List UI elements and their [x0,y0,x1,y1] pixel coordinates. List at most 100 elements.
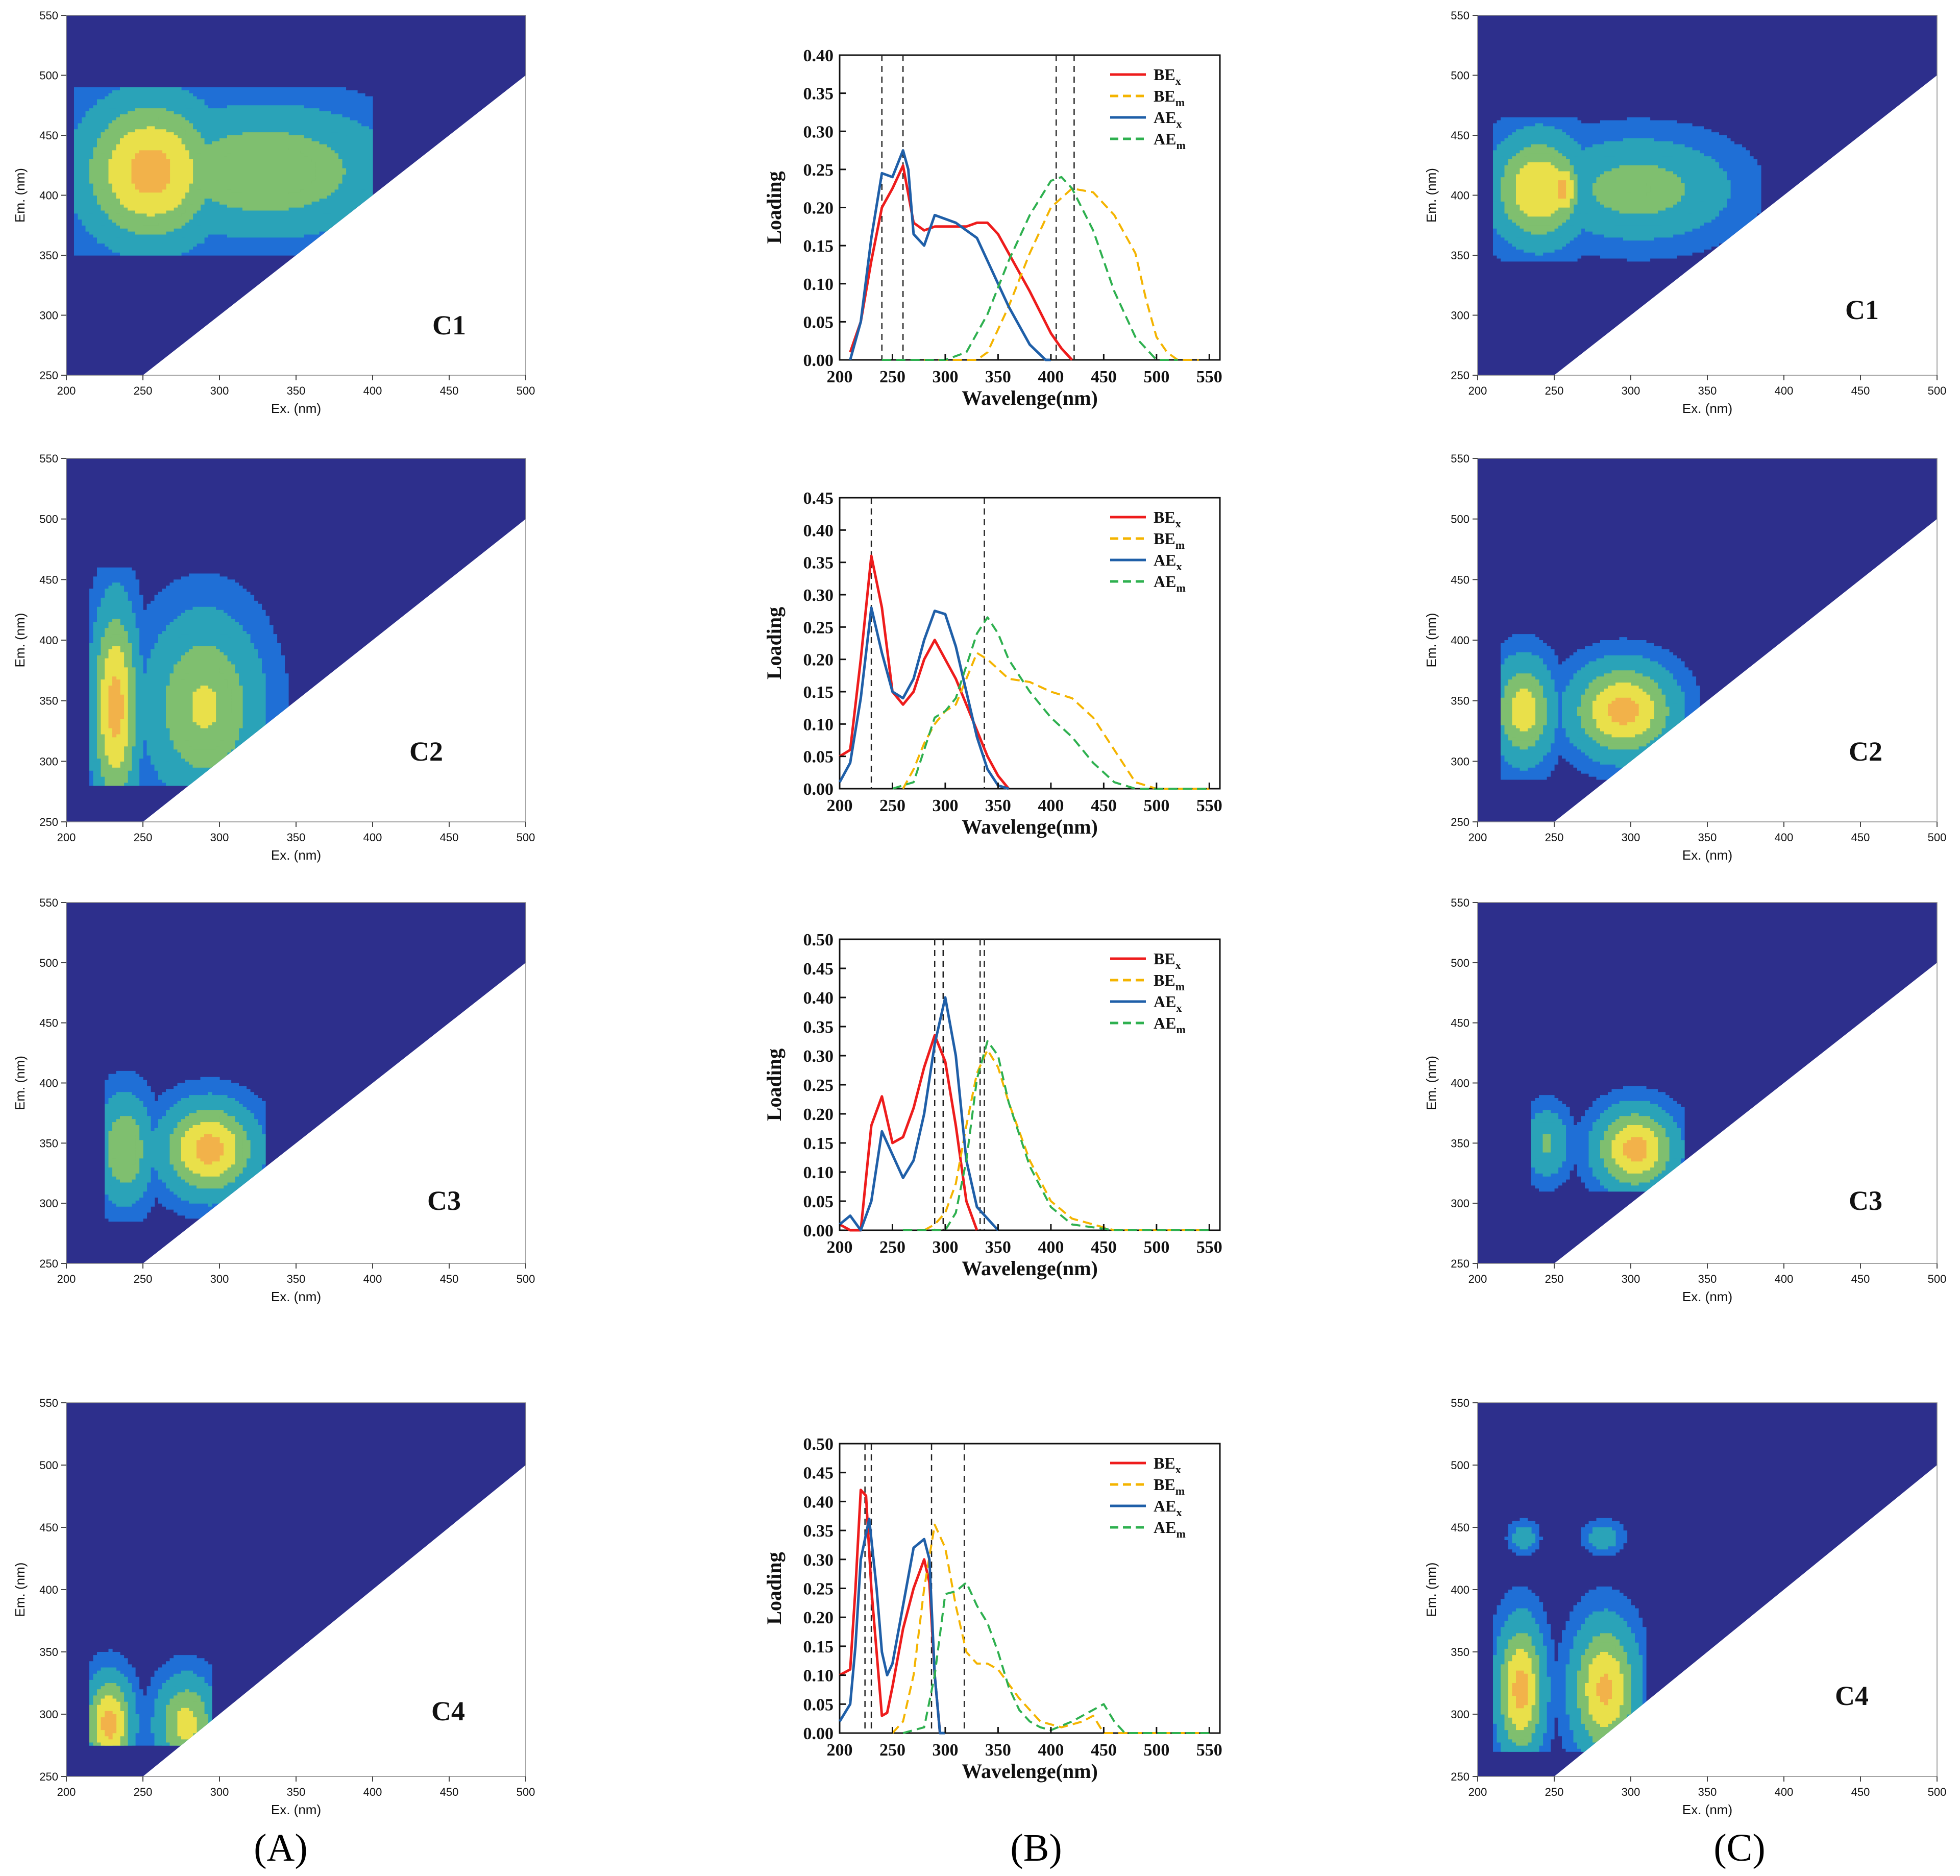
x-tick-label: 500 [1928,831,1947,844]
y-tick-label: 250 [1451,816,1469,829]
y-tick-label: 550 [39,1397,58,1409]
y-tick-label: 450 [1451,1017,1469,1030]
series-bem [892,1523,1210,1734]
contour-layer [1493,1518,1647,1752]
component-label: C1 [432,310,466,340]
y-tick-label: 400 [1451,189,1469,202]
y-tick-label: 0.00 [803,780,834,799]
y-tick-label: 550 [39,9,58,22]
x-tick-label: 400 [1038,368,1064,386]
contour-level-8 [1608,697,1639,725]
y-tick-label: 0.40 [803,1493,834,1512]
x-tick-label: 250 [1545,1273,1564,1285]
series-aex [849,149,1051,361]
contour-level-8 [1623,1137,1647,1162]
y-tick-label: 300 [39,309,58,322]
y-tick-label: 550 [1451,452,1469,465]
x-tick-label: 250 [1545,1786,1564,1798]
x-tick-label: 550 [1196,1741,1222,1760]
y-tick-label: 0.05 [803,1192,834,1211]
y-axis-label: Em. (nm) [1424,1056,1439,1110]
y-tick-label: 450 [39,1521,58,1534]
legend-subscript: x [1176,1506,1182,1519]
x-tick-label: 400 [363,1786,382,1798]
x-tick-label: 350 [287,1273,306,1285]
y-tick-label: 0.15 [803,1134,834,1153]
series-aem [903,1040,1210,1231]
x-tick-label: 350 [287,384,306,397]
panel-a-c1: 200 250 300 350 400 450 500 250 300 350 400 450 500 5… [12,9,535,416]
x-axis-label: Ex. (nm) [1682,1289,1732,1304]
x-tick-label: 400 [1038,1238,1064,1257]
panel-label-c: (C) [1713,1826,1765,1869]
legend-subscript: x [1176,560,1182,573]
y-tick-label: 300 [39,755,58,768]
y-tick-label: 0.20 [803,1105,834,1124]
y-tick-label: 0.00 [803,351,834,370]
series-aex [839,996,999,1232]
panel-c-c1: 200 250 300 350 400 450 500 250 300 350 400 450 500 5… [1424,9,1946,416]
x-tick-label: 400 [1775,831,1794,844]
y-axis-label: Em. (nm) [12,1056,28,1110]
y-tick-label: 300 [1451,755,1469,768]
panel-b-c2: 200 250 300 350 400 450 500 550 0.00 0.05 0.10 0.15… [763,489,1222,838]
x-tick-label: 250 [879,796,905,815]
contour-level-8 [101,1711,117,1740]
panel-c-c2: 200 250 300 350 400 450 500 250 300 350 400 450 500 5… [1424,452,1946,863]
x-tick-label: 300 [1622,1786,1640,1798]
y-tick-label: 0.05 [803,313,834,332]
y-tick-label: 500 [39,1459,58,1472]
y-tick-label: 0.40 [803,46,834,65]
y-tick-label: 500 [1451,69,1469,82]
y-tick-label: 400 [39,1583,58,1596]
contour-layer [89,567,289,786]
y-tick-label: 250 [39,1770,58,1783]
x-tick-label: 250 [1545,384,1564,397]
y-tick-label: 300 [39,1197,58,1210]
y-tick-label: 550 [39,896,58,909]
x-tick-label: 450 [440,384,459,397]
y-tick-label: 300 [39,1708,58,1721]
x-axis-label: Wavelenge(nm) [962,1760,1098,1783]
y-tick-label: 0.30 [803,586,834,605]
contour-layer [74,87,373,256]
x-tick-label: 350 [985,1741,1011,1760]
contour-layer [1501,634,1700,780]
panel-label-b: (B) [1010,1826,1062,1869]
y-tick-label: 0.25 [803,1580,834,1599]
y-tick-label: 0.50 [803,931,834,949]
legend-subscript: m [1175,96,1185,109]
plot-frame [839,938,1221,1231]
contour-layer [1493,117,1761,262]
y-tick-label: 250 [1451,1770,1469,1783]
legend-subscript: m [1175,980,1185,993]
panel-b-c4: 200 250 300 350 400 450 500 550 0.00 0.05 0.10 0.15… [763,1435,1222,1783]
x-tick-label: 300 [932,368,958,386]
panel-a-c2: 200 250 300 350 400 450 500 250 300 350 400 450 500 5… [12,452,535,863]
y-axis-label: Loading [763,171,786,243]
y-tick-label: 550 [1451,9,1469,22]
x-tick-label: 400 [363,384,382,397]
y-tick-label: 350 [39,249,58,262]
y-tick-label: 0.10 [803,275,834,294]
contour-layer [105,1070,266,1222]
x-tick-label: 300 [210,1273,229,1285]
series-aem [892,616,1210,790]
y-tick-label: 550 [1451,1397,1469,1409]
x-tick-label: 500 [517,1273,535,1285]
y-tick-label: 0.40 [803,521,834,540]
y-tick-label: 250 [1451,1257,1469,1270]
panel-label-a: (A) [254,1826,308,1869]
x-tick-label: 200 [57,384,76,397]
x-tick-label: 500 [1928,384,1947,397]
x-tick-label: 500 [517,831,535,844]
y-tick-label: 0.35 [803,1018,834,1037]
x-tick-label: 200 [1468,1786,1487,1798]
y-tick-label: 0.05 [803,1695,834,1714]
panel-c-c3: 200 250 300 350 400 450 500 250 300 350 400 450 500 5… [1424,896,1946,1304]
series-aex [838,606,1009,790]
x-tick-label: 500 [517,1786,535,1798]
x-tick-label: 300 [210,831,229,844]
component-label: C1 [1845,295,1879,325]
x-tick-label: 250 [879,1238,905,1257]
